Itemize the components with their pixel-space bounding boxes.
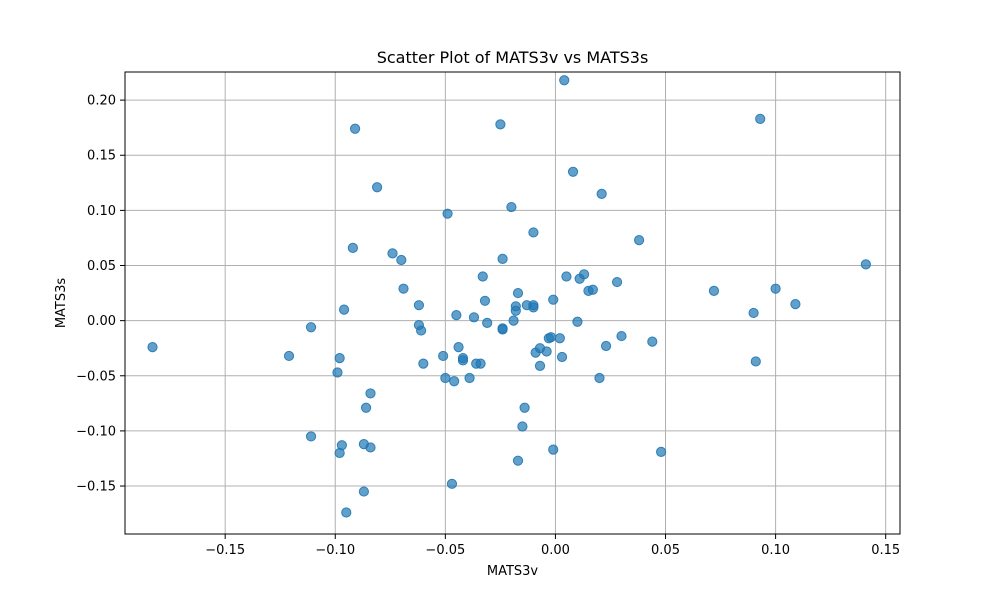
data-point bbox=[554, 333, 565, 344]
data-point bbox=[418, 358, 429, 369]
data-point bbox=[512, 287, 524, 299]
data-point bbox=[449, 376, 460, 387]
data-point bbox=[305, 322, 317, 333]
data-point bbox=[442, 208, 453, 219]
data-point bbox=[611, 276, 623, 288]
data-point bbox=[572, 316, 583, 327]
data-point bbox=[365, 442, 376, 453]
data-point bbox=[594, 372, 605, 384]
data-point bbox=[495, 119, 506, 130]
data-point bbox=[616, 330, 627, 342]
data-point bbox=[468, 312, 480, 323]
data-point bbox=[556, 351, 568, 363]
data-point bbox=[497, 253, 508, 264]
data-point bbox=[360, 402, 372, 413]
y-axis-label: MATS3s bbox=[54, 278, 69, 329]
data-point bbox=[440, 372, 451, 384]
data-point bbox=[750, 356, 761, 367]
data-point bbox=[482, 317, 493, 328]
data-point bbox=[567, 166, 579, 177]
data-point bbox=[438, 350, 449, 362]
data-point bbox=[770, 283, 781, 294]
data-point bbox=[347, 242, 358, 253]
data-point bbox=[358, 486, 369, 497]
data-point bbox=[541, 346, 552, 357]
data-point bbox=[387, 248, 398, 259]
data-point bbox=[477, 271, 488, 282]
plot-frame bbox=[124, 71, 901, 535]
data-point bbox=[457, 353, 469, 364]
data-point bbox=[475, 358, 486, 369]
y-tick-label: 0.10 bbox=[87, 204, 116, 219]
data-point bbox=[748, 307, 759, 319]
data-point bbox=[708, 285, 720, 296]
data-point bbox=[596, 188, 607, 199]
data-point bbox=[587, 284, 598, 295]
x-tick-label: 0.10 bbox=[761, 543, 790, 558]
data-point bbox=[548, 294, 559, 305]
data-point bbox=[559, 75, 570, 86]
data-point bbox=[517, 421, 528, 432]
data-point bbox=[656, 446, 667, 457]
data-point bbox=[451, 310, 462, 321]
data-point bbox=[534, 360, 546, 371]
x-tick-label: 0.15 bbox=[871, 543, 900, 558]
data-point bbox=[416, 325, 427, 336]
data-point bbox=[528, 227, 539, 238]
y-tick-label: 0.00 bbox=[87, 314, 116, 329]
x-tick-label: 0.05 bbox=[651, 543, 680, 558]
data-point bbox=[413, 300, 425, 311]
data-point bbox=[510, 305, 521, 316]
y-tick-label: −0.15 bbox=[76, 480, 116, 495]
data-point bbox=[464, 372, 475, 384]
x-axis-ticks: −0.15 −0.10 −0.05 0.00 0.05 0.10 0.15 bbox=[205, 534, 900, 558]
scatter-points bbox=[147, 75, 871, 518]
data-point bbox=[336, 440, 347, 451]
data-point bbox=[508, 315, 519, 326]
data-point bbox=[453, 342, 464, 353]
data-point bbox=[334, 353, 345, 364]
data-point bbox=[365, 388, 376, 399]
data-point bbox=[341, 507, 352, 518]
y-tick-label: −0.10 bbox=[76, 424, 116, 439]
data-point bbox=[519, 402, 530, 413]
data-point bbox=[398, 283, 409, 294]
data-point bbox=[305, 431, 317, 442]
chart-title: Scatter Plot of MATS3v vs MATS3s bbox=[377, 48, 649, 67]
data-point bbox=[512, 455, 524, 466]
data-point bbox=[647, 336, 658, 347]
data-point bbox=[600, 340, 612, 352]
data-point bbox=[506, 201, 517, 213]
x-tick-label: −0.10 bbox=[315, 543, 355, 558]
data-point bbox=[790, 299, 801, 310]
data-point bbox=[283, 350, 295, 362]
y-tick-label: 0.05 bbox=[87, 259, 116, 274]
data-point bbox=[371, 182, 383, 193]
data-point bbox=[479, 295, 491, 306]
data-point bbox=[548, 444, 559, 455]
data-point bbox=[633, 235, 645, 246]
data-point bbox=[528, 302, 539, 313]
x-axis-label: MATS3v bbox=[487, 564, 539, 579]
data-point bbox=[332, 367, 343, 378]
data-point bbox=[755, 113, 766, 124]
y-axis-ticks: −0.15 −0.10 −0.05 0.00 0.05 0.10 0.15 0.20 bbox=[76, 94, 125, 495]
data-point bbox=[545, 332, 557, 343]
x-tick-label: −0.05 bbox=[425, 543, 465, 558]
y-tick-label: 0.15 bbox=[87, 149, 116, 164]
data-point bbox=[578, 269, 590, 280]
data-point bbox=[860, 259, 871, 270]
y-tick-label: −0.05 bbox=[76, 369, 116, 384]
x-tick-label: 0.00 bbox=[541, 543, 570, 558]
y-tick-label: 0.20 bbox=[87, 94, 116, 109]
data-point bbox=[497, 324, 508, 335]
data-point bbox=[446, 478, 458, 489]
data-point bbox=[147, 342, 158, 353]
data-point bbox=[561, 271, 572, 282]
data-point bbox=[349, 123, 361, 134]
data-point bbox=[338, 304, 350, 315]
data-point bbox=[396, 254, 407, 266]
x-tick-label: −0.15 bbox=[205, 543, 245, 558]
